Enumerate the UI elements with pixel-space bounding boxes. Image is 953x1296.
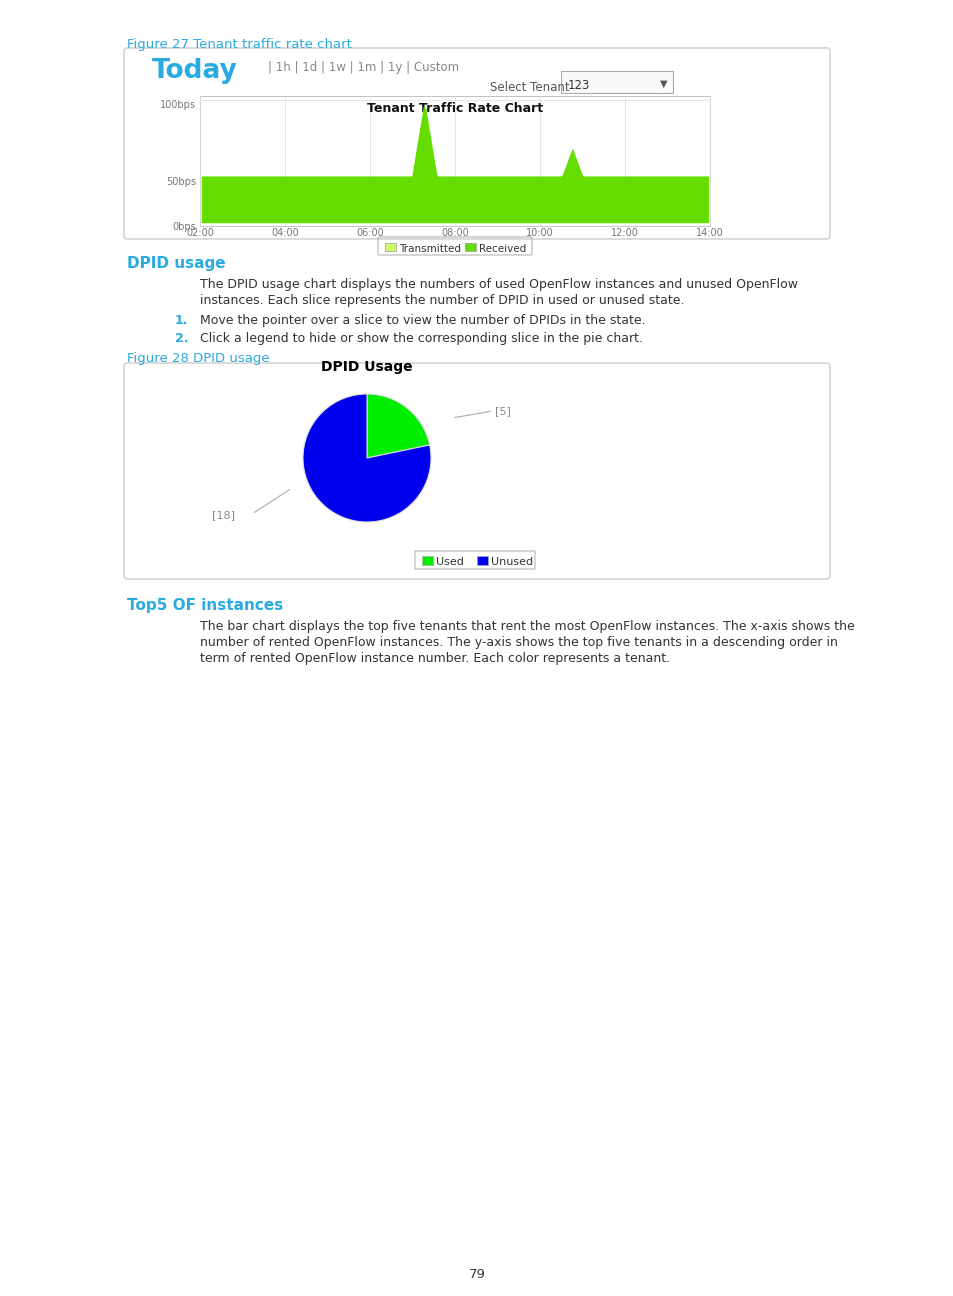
Text: Transmitted: Transmitted — [398, 244, 460, 254]
Text: Used: Used — [436, 557, 463, 568]
Text: 04:00: 04:00 — [271, 228, 298, 238]
Text: 0bps: 0bps — [172, 222, 195, 232]
Text: 14:00: 14:00 — [696, 228, 723, 238]
Wedge shape — [303, 394, 431, 522]
Text: The bar chart displays the top five tenants that rent the most OpenFlow instance: The bar chart displays the top five tena… — [200, 619, 854, 632]
Text: Figure 27 Tenant traffic rate chart: Figure 27 Tenant traffic rate chart — [127, 38, 352, 51]
Text: Received: Received — [478, 244, 526, 254]
Text: The DPID usage chart displays the numbers of used OpenFlow instances and unused : The DPID usage chart displays the number… — [200, 279, 797, 292]
Text: 1.: 1. — [174, 314, 189, 327]
Text: Figure 28 DPID usage: Figure 28 DPID usage — [127, 353, 270, 365]
Bar — [385, 244, 395, 251]
Bar — [464, 244, 476, 251]
Bar — [421, 556, 433, 565]
FancyBboxPatch shape — [124, 363, 829, 579]
Bar — [200, 96, 709, 226]
Text: [18]: [18] — [212, 511, 234, 520]
Text: 100bps: 100bps — [160, 100, 195, 110]
Text: 06:00: 06:00 — [355, 228, 383, 238]
Text: 12:00: 12:00 — [611, 228, 639, 238]
Text: Top5 OF instances: Top5 OF instances — [127, 597, 283, 613]
Text: ▼: ▼ — [659, 79, 667, 89]
Text: term of rented OpenFlow instance number. Each color represents a tenant.: term of rented OpenFlow instance number.… — [200, 652, 669, 665]
Title: DPID Usage: DPID Usage — [321, 360, 413, 375]
Text: | 1h | 1d | 1w | 1m | 1y | Custom: | 1h | 1d | 1w | 1m | 1y | Custom — [268, 61, 458, 74]
Text: 10:00: 10:00 — [525, 228, 554, 238]
Text: instances. Each slice represents the number of DPID in used or unused state.: instances. Each slice represents the num… — [200, 294, 684, 307]
Text: Click a legend to hide or show the corresponding slice in the pie chart.: Click a legend to hide or show the corre… — [200, 332, 642, 345]
Wedge shape — [367, 394, 429, 457]
Text: 02:00: 02:00 — [186, 228, 213, 238]
Text: 123: 123 — [567, 79, 590, 92]
Text: Move the pointer over a slice to view the number of DPIDs in the state.: Move the pointer over a slice to view th… — [200, 314, 645, 327]
Bar — [476, 556, 488, 565]
FancyBboxPatch shape — [560, 71, 672, 93]
Text: 50bps: 50bps — [166, 176, 195, 187]
Text: Select Tenant: Select Tenant — [490, 80, 569, 95]
Text: [5]: [5] — [495, 406, 511, 416]
Text: 2.: 2. — [174, 332, 189, 345]
Text: Unused: Unused — [491, 557, 533, 568]
Text: Today: Today — [152, 58, 237, 84]
Text: DPID usage: DPID usage — [127, 257, 226, 271]
FancyBboxPatch shape — [124, 48, 829, 238]
Text: 08:00: 08:00 — [440, 228, 468, 238]
Text: Tenant Traffic Rate Chart: Tenant Traffic Rate Chart — [367, 102, 542, 115]
Text: 79: 79 — [468, 1267, 485, 1280]
Text: number of rented OpenFlow instances. The y-axis shows the top five tenants in a : number of rented OpenFlow instances. The… — [200, 636, 837, 649]
